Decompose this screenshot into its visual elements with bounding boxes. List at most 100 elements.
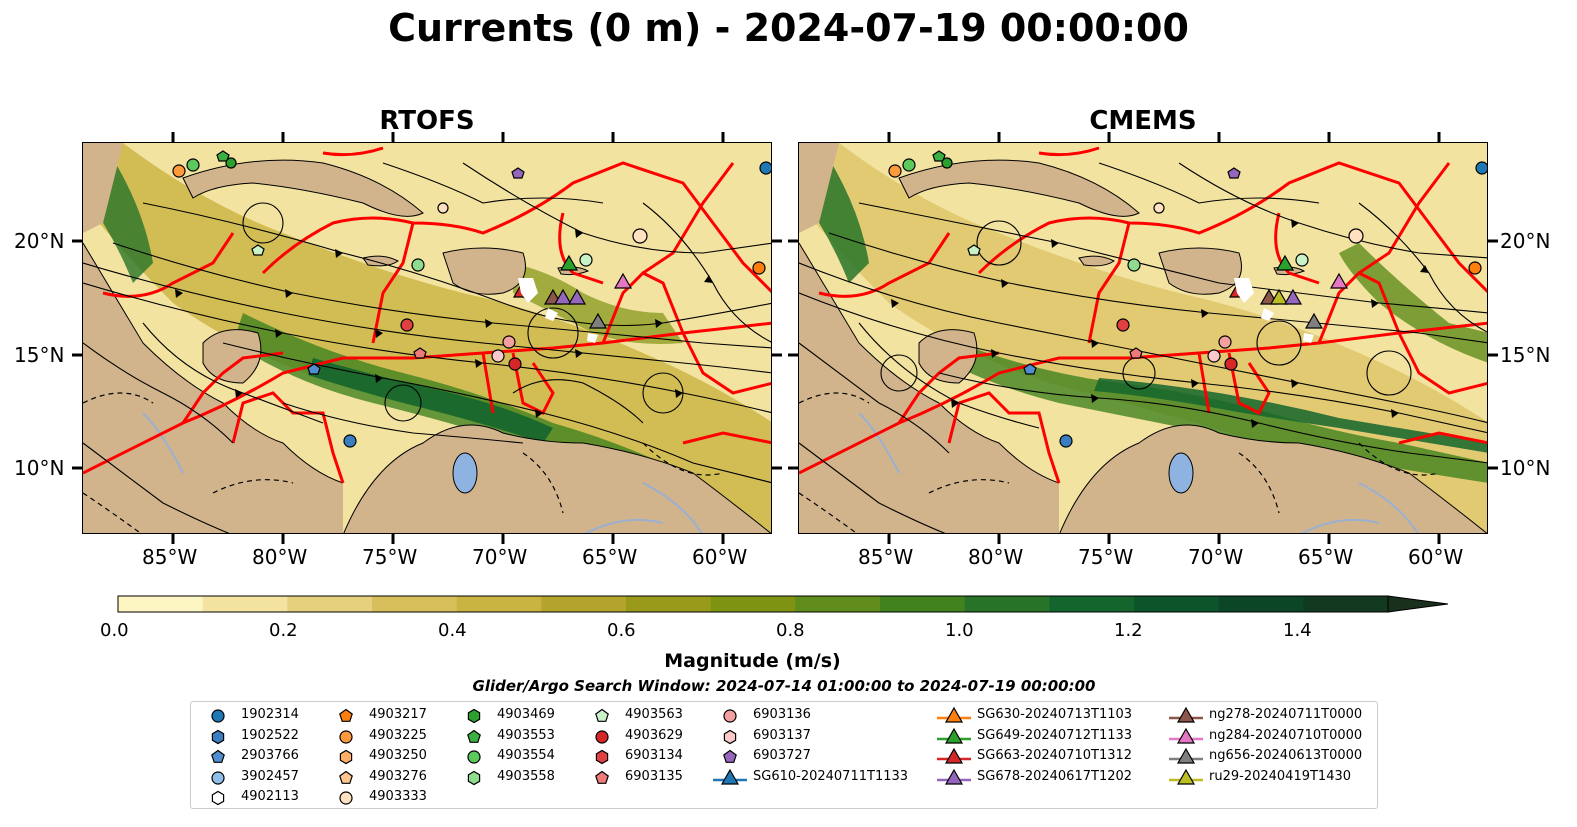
legend-marker-icon (339, 749, 353, 765)
legend-marker-icon (467, 750, 481, 764)
legend-marker-icon (211, 729, 225, 744)
colorbar-segment (1049, 596, 1135, 612)
cmems-map (798, 142, 1488, 534)
legend-label: SG610-20240711T1133 (753, 768, 909, 784)
legend-marker-icon (1169, 727, 1203, 744)
colorbar-segment (1134, 596, 1220, 612)
legend-marker-icon (339, 791, 353, 805)
cmems-map-canvas (799, 143, 1487, 533)
legend-label: 4902113 (241, 789, 299, 804)
colorbar-label: Magnitude (m/s) (664, 650, 841, 672)
legend-marker-icon (467, 729, 481, 743)
colorbar-segment (287, 596, 373, 612)
legend-label: 6903136 (753, 707, 811, 722)
legend-label: 4903554 (497, 748, 555, 763)
legend-label: 4903558 (497, 768, 555, 784)
rtofs-map (82, 142, 772, 534)
legend-label: ru29-20240419T1430 (1209, 768, 1352, 784)
cb-tick-3: 0.6 (607, 620, 636, 641)
legend-label: 4903333 (369, 789, 427, 804)
colorbar-segment (456, 596, 542, 612)
lon-label-60-left: 60°W (692, 545, 748, 569)
lon-label-75-right: 75°W (1078, 545, 1134, 569)
legend-label: 4903276 (369, 768, 427, 784)
rtofs-map-canvas (83, 143, 771, 533)
lon-label-65-right: 65°W (1298, 545, 1354, 569)
colorbar-segment (1218, 596, 1304, 612)
legend-marker-icon (211, 709, 225, 723)
legend-label: 6903135 (625, 768, 683, 784)
cb-tick-7: 1.4 (1283, 620, 1312, 641)
legend-marker-icon (937, 747, 971, 764)
lon-label-80-left: 80°W (252, 545, 308, 569)
legend-marker-icon (723, 709, 737, 723)
legend-marker-icon (339, 770, 353, 784)
legend-label: 4903217 (369, 707, 427, 722)
cb-tick-1: 0.2 (269, 620, 298, 641)
cb-tick-0: 0.0 (100, 620, 129, 641)
lat-label-10-left: 10°N (14, 456, 65, 480)
colorbar-segment (964, 596, 1050, 612)
legend-marker-icon (937, 727, 971, 744)
colorbar-segment (1303, 596, 1389, 612)
lon-label-85-right: 85°W (858, 545, 914, 569)
legend-label: 2903766 (241, 748, 299, 763)
colorbar-segment (118, 596, 204, 612)
legend-marker-icon (211, 790, 225, 806)
legend-marker-icon (1169, 706, 1203, 723)
lat-label-15-right: 15°N (1500, 343, 1551, 367)
legend-label: 4903250 (369, 748, 427, 763)
colorbar-segment (710, 596, 796, 612)
legend-marker-icon (713, 768, 747, 785)
panel-title-rtofs: RTOFS (379, 106, 475, 136)
legend-label: 4903629 (625, 727, 683, 743)
legend-label: 4903563 (625, 707, 683, 722)
legend-marker-icon (211, 770, 225, 785)
colorbar-segment (372, 596, 458, 612)
lat-label-10-right: 10°N (1500, 456, 1551, 480)
lat-label-15-left: 15°N (14, 343, 65, 367)
colorbar-segment (626, 596, 712, 612)
colorbar-ticks: 0.0 0.2 0.4 0.6 0.8 1.0 1.2 1.4 (0, 620, 1577, 646)
cb-tick-6: 1.2 (1114, 620, 1143, 641)
cb-tick-5: 1.0 (945, 620, 974, 641)
colorbar-segment (541, 596, 627, 612)
legend-marker-icon (595, 729, 609, 744)
colorbar-frame (117, 595, 1389, 613)
legend-label: 1902314 (241, 707, 299, 722)
search-window-text: Glider/Argo Search Window: 2024-07-14 01… (472, 677, 1096, 695)
legend-marker-icon (723, 729, 737, 744)
legend-label: 6903137 (753, 727, 811, 743)
lon-label-70-right: 70°W (1188, 545, 1244, 569)
legend-marker-icon (467, 770, 481, 785)
legend: 1902314 1902522 2903766 3902457 4902113 49032… (190, 701, 1378, 809)
lon-label-85-left: 85°W (142, 545, 198, 569)
legend-label: ng278-20240711T0000 (1209, 707, 1363, 722)
panel-title-cmems: CMEMS (1089, 106, 1197, 136)
colorbar-extend-arrow (1387, 595, 1449, 613)
legend-label: ng284-20240710T0000 (1209, 727, 1363, 743)
legend-label: 6903727 (753, 748, 811, 763)
legend-marker-icon (937, 706, 971, 723)
legend-marker-icon (937, 768, 971, 785)
cb-tick-4: 0.8 (776, 620, 805, 641)
legend-marker-icon (595, 749, 609, 765)
colorbar-segment (202, 596, 288, 612)
legend-marker-icon (595, 770, 609, 784)
legend-label: SG663-20240710T1312 (977, 748, 1133, 763)
legend-marker-icon (1169, 747, 1203, 764)
lon-label-70-left: 70°W (472, 545, 528, 569)
legend-label: SG649-20240712T1133 (977, 727, 1133, 743)
legend-label: 4903553 (497, 727, 555, 743)
legend-label: SG678-20240617T1202 (977, 768, 1133, 784)
legend-label: 3902457 (241, 768, 299, 784)
legend-marker-icon (467, 708, 481, 724)
lon-label-75-left: 75°W (362, 545, 418, 569)
legend-label: ng656-20240613T0000 (1209, 748, 1363, 763)
colorbar-segment (795, 596, 881, 612)
lat-label-20-left: 20°N (14, 229, 65, 253)
lon-label-60-right: 60°W (1408, 545, 1464, 569)
legend-label: SG630-20240713T1103 (977, 707, 1133, 722)
legend-marker-icon (211, 749, 225, 763)
